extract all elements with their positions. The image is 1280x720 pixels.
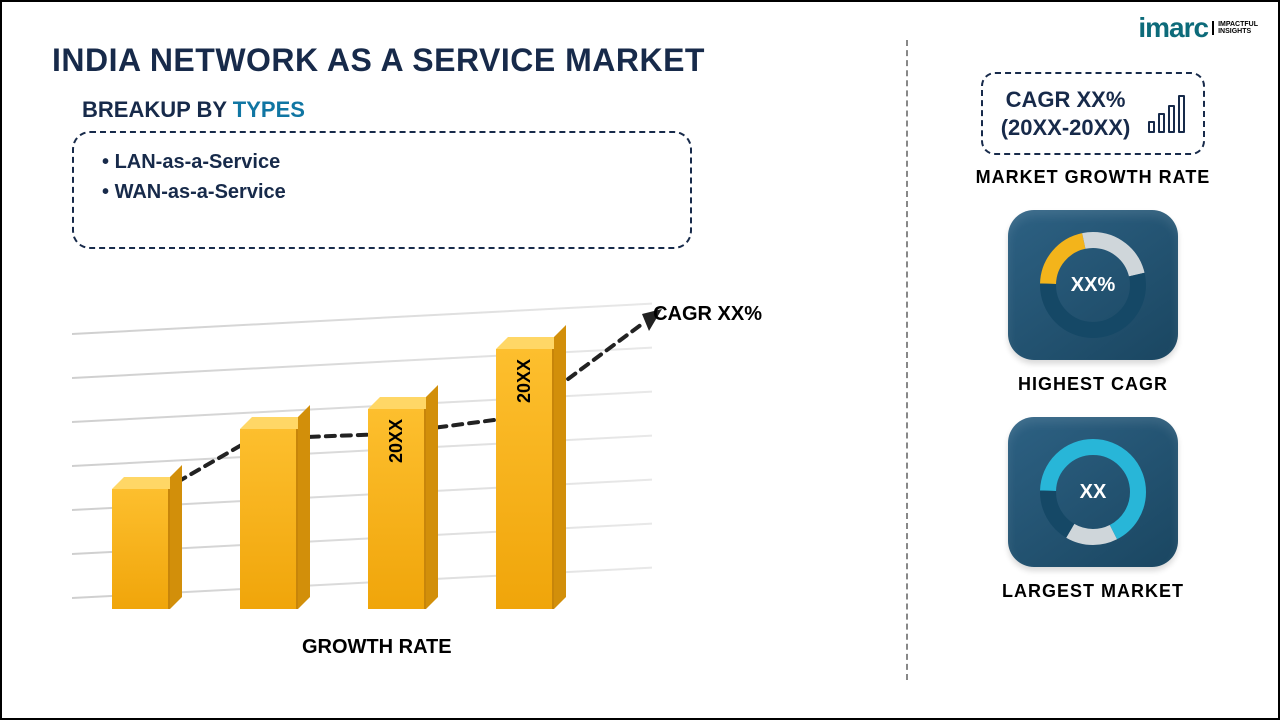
cagr-label: CAGR XX% [653, 303, 762, 326]
label-market-growth: MARKET GROWTH RATE [976, 167, 1211, 188]
cagr-summary-box: CAGR XX% (20XX-20XX) [981, 72, 1206, 155]
chart-bar: 20XX [496, 349, 554, 609]
breakup-subtitle: BREAKUP BY TYPES [82, 97, 876, 123]
page-title: INDIA NETWORK AS A SERVICE MARKET [52, 42, 876, 79]
donut-highest-cagr: XX% [1038, 230, 1148, 340]
tile-highest-cagr: XX% [1008, 210, 1178, 360]
type-item: WAN-as-a-Service [102, 177, 662, 207]
type-item: LAN-as-a-Service [102, 147, 662, 177]
chart-xlabel: GROWTH RATE [302, 636, 452, 659]
main-layout: INDIA NETWORK AS A SERVICE MARKET BREAKU… [2, 2, 1278, 718]
chart-bar [112, 489, 170, 609]
growth-chart: CAGR XX% 20XX20XX GROWTH RATE [52, 279, 732, 659]
bars-icon [1148, 95, 1185, 133]
types-box: LAN-as-a-ServiceWAN-as-a-Service [72, 131, 692, 249]
chart-bar: 20XX [368, 409, 426, 609]
tile-largest-market: XX [1008, 417, 1178, 567]
logo-text: imarc [1138, 12, 1208, 44]
cagr-summary-text: CAGR XX% (20XX-20XX) [1001, 86, 1131, 141]
logo-tagline: IMPACTFUL INSIGHTS [1212, 21, 1258, 35]
right-panel: CAGR XX% (20XX-20XX) MARKET GROWTH RATE … [908, 22, 1248, 698]
donut-largest-market: XX [1038, 437, 1148, 547]
chart-bar [240, 429, 298, 609]
label-largest-market: LARGEST MARKET [1002, 581, 1184, 602]
chart-bars: 20XX 20XX [112, 349, 554, 609]
left-panel: INDIA NETWORK AS A SERVICE MARKET BREAKU… [52, 22, 906, 698]
brand-logo: imarc IMPACTFUL INSIGHTS [1138, 12, 1258, 44]
label-highest-cagr: HIGHEST CAGR [1018, 374, 1168, 395]
